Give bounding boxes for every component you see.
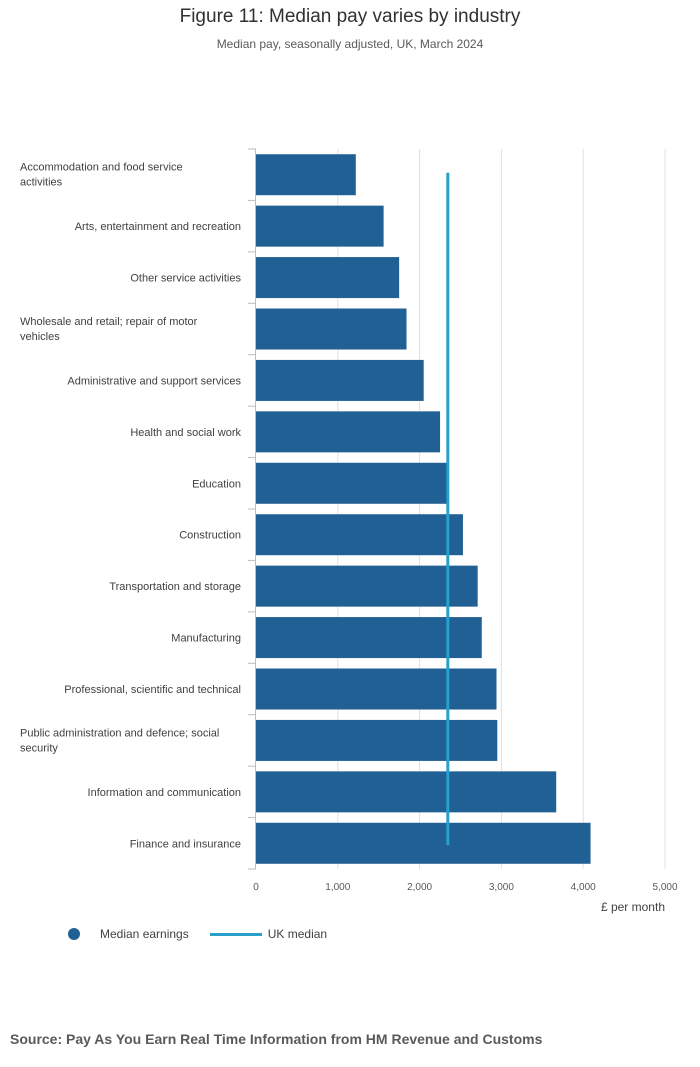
bar [256, 822, 591, 864]
category-label: security [20, 742, 58, 754]
category-label: Professional, scientific and technical [64, 684, 241, 696]
category-label: Public administration and defence; socia… [20, 727, 219, 739]
bar [256, 719, 498, 761]
x-axis-title: £ per month [601, 900, 665, 914]
legend-circle-icon [68, 928, 80, 940]
bar [256, 771, 557, 813]
x-tick-label: 5,000 [652, 882, 677, 893]
category-label: Finance and insurance [130, 838, 241, 850]
bar [256, 565, 478, 607]
category-label: Accommodation and food service [20, 162, 183, 174]
category-label: activities [20, 177, 63, 189]
bar [256, 617, 482, 659]
x-tick-label: 1,000 [325, 882, 350, 893]
category-label: Transportation and storage [109, 581, 241, 593]
x-tick-label: 0 [253, 882, 259, 893]
category-label: Other service activities [130, 273, 241, 285]
bar [256, 359, 424, 401]
category-label: Administrative and support services [67, 375, 241, 387]
bar [256, 668, 497, 710]
chart-title: Figure 11: Median pay varies by industry [179, 6, 521, 27]
category-label: Health and social work [130, 427, 241, 439]
bar [256, 257, 400, 299]
legend-line-icon [209, 932, 262, 936]
legend-label-median-earnings: Median earnings [100, 927, 189, 941]
bar [256, 514, 463, 556]
legend-label-uk-median: UK median [267, 927, 328, 941]
bar [256, 154, 356, 196]
category-label: Information and communication [88, 787, 241, 799]
x-tick-label: 4,000 [571, 882, 596, 893]
chart-legend: Median earnings UK median [60, 924, 327, 944]
x-tick-label: 3,000 [489, 882, 514, 893]
bar [256, 308, 407, 350]
category-label: Manufacturing [171, 633, 241, 645]
chart-subtitle: Median pay, seasonally adjusted, UK, Mar… [216, 37, 484, 51]
category-label: Education [192, 478, 241, 490]
category-label: vehicles [20, 331, 60, 343]
x-tick-label: 2,000 [407, 882, 432, 893]
source-note: Source: Pay As You Earn Real Time Inform… [10, 1031, 543, 1047]
bar [256, 205, 384, 247]
bar [256, 411, 441, 453]
bar [256, 462, 447, 504]
category-label: Arts, entertainment and recreation [75, 221, 241, 233]
bar-chart: Accommodation and food service activities… [20, 148, 678, 914]
category-label: Construction [179, 530, 241, 542]
category-label: Wholesale and retail; repair of motor [20, 316, 198, 328]
